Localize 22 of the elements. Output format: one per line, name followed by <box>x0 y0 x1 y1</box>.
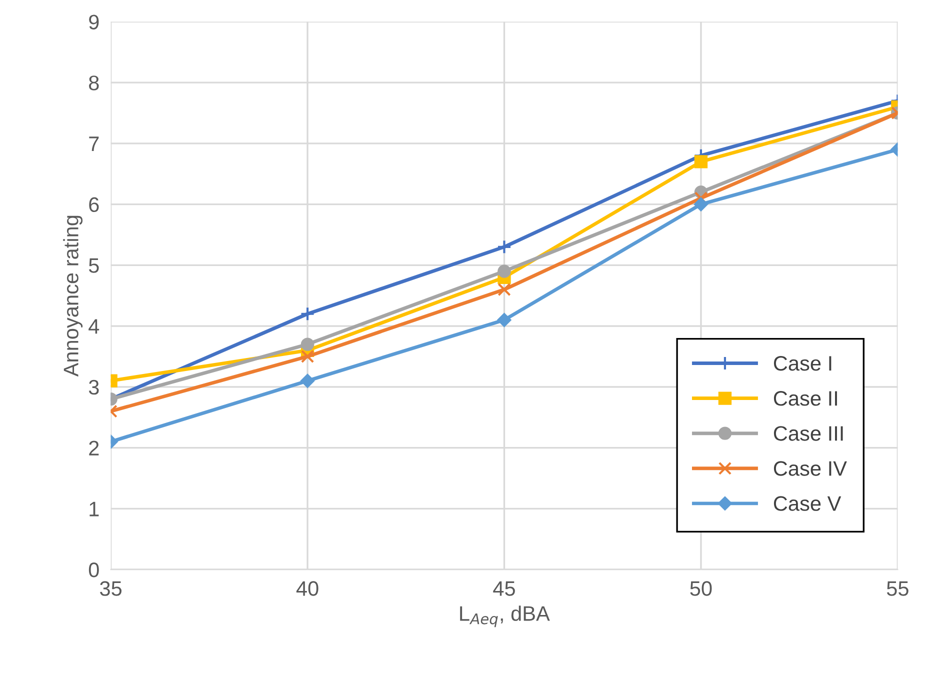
y-tick-label: 6 <box>89 197 99 212</box>
legend-label: Case I <box>774 356 832 371</box>
legend-label: Case II <box>774 391 837 406</box>
y-tick-label: 9 <box>89 14 99 30</box>
legend-label: Case V <box>774 496 842 511</box>
y-tick-label: 2 <box>89 440 99 456</box>
y-tick-label: 0 <box>88 562 99 578</box>
x-tick-label: 50 <box>690 581 712 596</box>
legend-label: Case III <box>774 426 843 441</box>
x-axis-title: L$_{Aeq}$, dBA <box>460 606 550 628</box>
y-tick-label: 5 <box>88 258 99 273</box>
y-tick-label: 1 <box>90 502 99 516</box>
y-tick-label: 8 <box>89 76 99 90</box>
x-tick-label: 40 <box>296 581 318 596</box>
y-tick-label: 3 <box>88 380 99 395</box>
x-tick-label: 45 <box>493 581 515 596</box>
y-tick-label: 4 <box>88 319 100 334</box>
x-tick-label: 35 <box>100 581 122 596</box>
y-tick-label: 7 <box>89 136 99 151</box>
y-axis-title: Annoyance rating <box>63 216 83 377</box>
legend-label: Case IV <box>774 461 847 476</box>
x-tick-label: 55 <box>886 581 908 596</box>
